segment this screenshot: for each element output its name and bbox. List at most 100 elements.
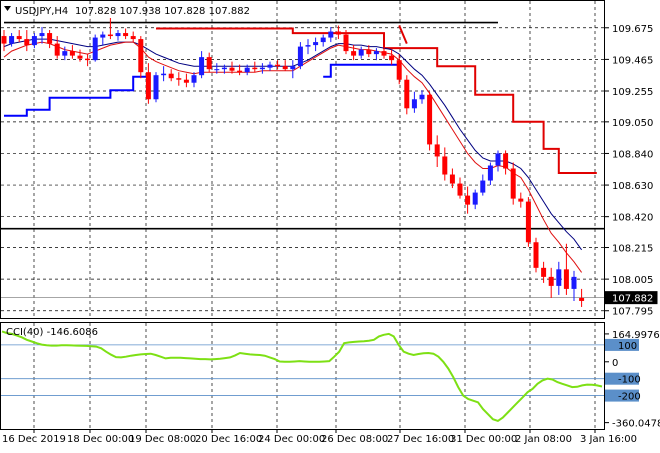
candle-body bbox=[237, 70, 243, 73]
time-tick-label: 19 Dec 08:00 bbox=[129, 434, 196, 445]
current-price-tag-box bbox=[604, 291, 658, 305]
candle bbox=[16, 30, 22, 43]
candle bbox=[92, 34, 98, 62]
candle-body bbox=[85, 58, 91, 61]
candle bbox=[571, 270, 577, 301]
candle-body bbox=[1, 36, 7, 44]
candle bbox=[168, 69, 174, 82]
candle-body bbox=[259, 67, 265, 70]
indicator-level-tag: -200 bbox=[605, 389, 641, 403]
candle-body bbox=[100, 34, 106, 38]
candle-body bbox=[275, 64, 281, 67]
candle-body bbox=[411, 99, 417, 109]
trailing-stop-up-line bbox=[323, 63, 400, 78]
candle bbox=[389, 49, 395, 65]
current-price-value: 107.882 bbox=[612, 294, 653, 305]
price-tick-label: 108.840 bbox=[612, 149, 653, 160]
candle-body bbox=[16, 36, 22, 40]
candle bbox=[449, 168, 455, 189]
candle-body bbox=[449, 174, 455, 184]
price-tick-label: 108.215 bbox=[612, 244, 653, 255]
indicator-levels bbox=[1, 344, 604, 396]
candle bbox=[411, 91, 417, 113]
candle bbox=[305, 39, 311, 55]
indicator-panel bbox=[0, 322, 605, 430]
chart-header: USDJPY,H4 107.828 107.938 107.828 107.88… bbox=[4, 6, 250, 17]
candle-body bbox=[556, 269, 562, 286]
candle-body bbox=[533, 242, 539, 268]
indicator-tick-label: 0 bbox=[612, 358, 618, 369]
time-tick-label: 20 Dec 16:00 bbox=[195, 434, 262, 445]
candle bbox=[145, 63, 151, 104]
candle bbox=[533, 237, 539, 273]
candle bbox=[62, 46, 68, 61]
candle bbox=[351, 45, 357, 61]
time-tick-label: 27 Dec 16:00 bbox=[387, 434, 454, 445]
price-tick-label: 109.465 bbox=[612, 55, 653, 66]
candle bbox=[548, 267, 554, 298]
candle bbox=[85, 54, 91, 67]
indicator-tick-label: -100 bbox=[618, 375, 641, 386]
candle bbox=[244, 64, 250, 76]
candle-body bbox=[282, 66, 288, 70]
candle bbox=[237, 64, 243, 76]
candle-body bbox=[54, 43, 60, 56]
current-price-tag: 107.882 bbox=[604, 291, 658, 305]
candle bbox=[541, 261, 547, 283]
candle-body bbox=[229, 67, 235, 71]
candle bbox=[31, 33, 37, 49]
dropdown-arrow-icon[interactable] bbox=[4, 6, 11, 11]
candle bbox=[229, 61, 235, 74]
candle-body bbox=[487, 165, 493, 181]
candle-body bbox=[31, 36, 37, 46]
candle bbox=[472, 189, 478, 210]
candle-body bbox=[404, 79, 410, 109]
price-tick-label: 108.630 bbox=[612, 181, 653, 192]
candle bbox=[214, 63, 220, 74]
ohlc-values: 107.828 107.938 107.828 107.882 bbox=[75, 6, 250, 17]
candle-body bbox=[480, 180, 486, 193]
candle bbox=[221, 64, 227, 74]
time-tick-label: 16 Dec 2019 bbox=[2, 434, 66, 445]
indicator-label: CCI(40) -146.6086 bbox=[6, 327, 98, 338]
candle bbox=[176, 72, 182, 86]
candle-body bbox=[427, 94, 433, 145]
candle bbox=[495, 150, 501, 172]
candle-body bbox=[221, 67, 227, 70]
candle bbox=[183, 73, 189, 88]
candle-body bbox=[419, 94, 425, 100]
candle bbox=[275, 60, 281, 70]
candle-body bbox=[510, 168, 516, 199]
candle bbox=[396, 54, 402, 85]
candle bbox=[457, 177, 463, 199]
candle-body bbox=[69, 51, 75, 56]
candle-body bbox=[563, 269, 569, 289]
candle-body bbox=[495, 153, 501, 166]
indicator-level-tag-box bbox=[605, 338, 639, 351]
indicator-tick-label: -200 bbox=[618, 392, 641, 403]
candle-body bbox=[92, 37, 98, 61]
candle-body bbox=[130, 36, 136, 40]
time-tick-label: 26 Dec 08:00 bbox=[321, 434, 388, 445]
candle bbox=[404, 75, 410, 115]
indicator-level-tag-box bbox=[605, 372, 639, 385]
candle bbox=[199, 51, 205, 79]
candle-body bbox=[320, 37, 326, 43]
candle-body bbox=[199, 57, 205, 76]
indicator-level-tag-box bbox=[605, 389, 639, 402]
candle bbox=[191, 72, 197, 88]
candle bbox=[518, 192, 524, 208]
candle-body bbox=[252, 67, 258, 70]
time-tick-label: 18 Dec 00:00 bbox=[67, 434, 134, 445]
price-tick-label: 108.420 bbox=[612, 213, 653, 224]
price-tick-label: 107.795 bbox=[612, 307, 653, 318]
candle bbox=[525, 197, 531, 247]
candle bbox=[419, 90, 425, 104]
price-tick-label: 109.255 bbox=[612, 87, 653, 98]
candle-body bbox=[9, 36, 15, 44]
candle-body bbox=[381, 51, 387, 56]
candle bbox=[24, 30, 30, 52]
candle-body bbox=[457, 183, 463, 196]
candle-body bbox=[503, 153, 509, 169]
